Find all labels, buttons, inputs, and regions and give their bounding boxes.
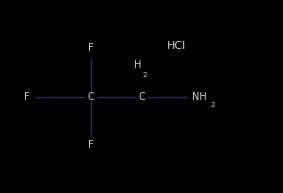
- Text: F: F: [24, 91, 30, 102]
- Text: 2: 2: [211, 102, 215, 108]
- Text: NH: NH: [192, 91, 207, 102]
- Text: HCl: HCl: [167, 41, 186, 51]
- Text: 2: 2: [143, 72, 147, 78]
- Text: C: C: [138, 91, 145, 102]
- Text: C: C: [87, 91, 94, 102]
- Text: F: F: [88, 140, 93, 150]
- Text: H: H: [134, 60, 141, 70]
- Text: F: F: [88, 43, 93, 53]
